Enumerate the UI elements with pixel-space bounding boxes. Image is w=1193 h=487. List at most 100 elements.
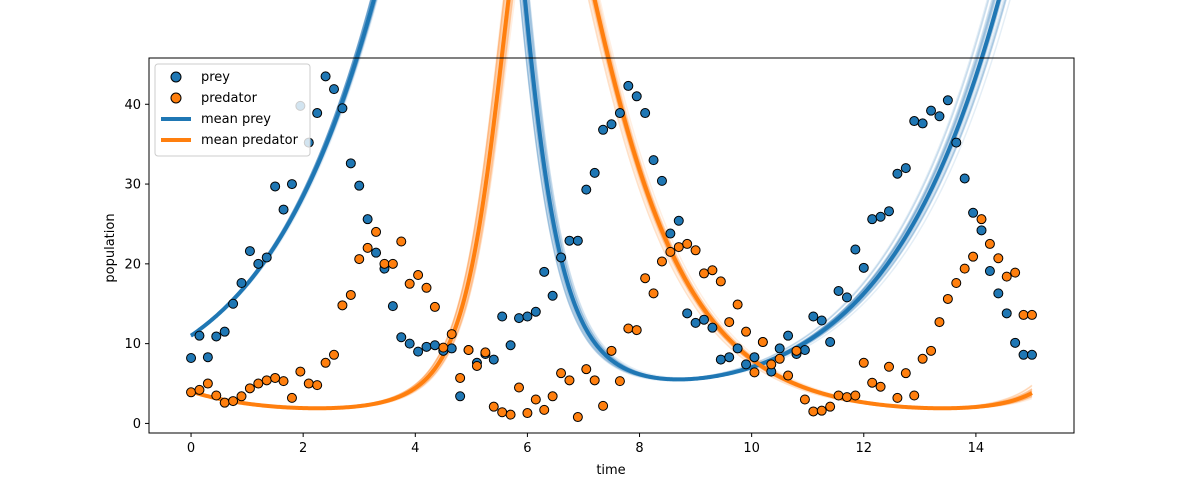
predator-point bbox=[236, 391, 247, 402]
prey-sample-curve bbox=[190, 0, 990, 380]
predator-point bbox=[993, 253, 1004, 264]
prey-point bbox=[858, 262, 869, 273]
predator-point bbox=[673, 242, 684, 253]
predator-point bbox=[371, 226, 382, 237]
predator-point bbox=[379, 258, 390, 269]
prey-point bbox=[387, 301, 398, 312]
prey-sample-curve bbox=[190, 0, 989, 380]
prey-point bbox=[581, 184, 592, 195]
predator-point bbox=[547, 391, 558, 402]
prey-point bbox=[656, 175, 667, 186]
predator-point bbox=[926, 345, 937, 356]
predator-point bbox=[909, 390, 920, 401]
predator-point bbox=[572, 412, 583, 423]
predator-point bbox=[413, 270, 424, 281]
prey-point bbox=[1010, 337, 1021, 348]
predator-point bbox=[303, 378, 314, 389]
prey-point bbox=[530, 306, 541, 317]
prey-point bbox=[993, 288, 1004, 299]
predator-point bbox=[438, 342, 449, 353]
prey-point bbox=[968, 207, 979, 218]
x-tick-label: 8 bbox=[635, 441, 643, 456]
prey-point bbox=[564, 235, 575, 246]
y-tick-label: 0 bbox=[133, 417, 141, 432]
predator-point bbox=[749, 367, 760, 378]
prey-point bbox=[942, 95, 953, 106]
legend: prey predator mean prey mean predator bbox=[154, 63, 311, 157]
axes-layer: 0 2 4 6 8 10 12 14 0 10 20 30 40 bbox=[124, 57, 1075, 456]
predator-point bbox=[976, 214, 987, 225]
predator-point bbox=[917, 353, 928, 364]
prey-point bbox=[976, 225, 987, 236]
predator-point bbox=[320, 357, 331, 368]
predator-point bbox=[884, 361, 894, 372]
predator-point bbox=[581, 364, 592, 375]
prey-point bbox=[917, 118, 928, 129]
x-tick-label: 10 bbox=[743, 441, 760, 456]
predator-point bbox=[665, 246, 676, 257]
x-tick-label: 2 bbox=[299, 441, 307, 456]
predator-point bbox=[968, 251, 979, 262]
prey-point bbox=[816, 315, 827, 326]
prey-point bbox=[867, 214, 878, 225]
predator-point bbox=[463, 345, 474, 356]
prey-point bbox=[253, 258, 264, 269]
predator-point bbox=[942, 293, 953, 304]
prey-point bbox=[446, 343, 457, 354]
prey-point bbox=[799, 345, 810, 356]
predator-point bbox=[345, 289, 356, 300]
predator-point bbox=[522, 408, 533, 419]
prey-point bbox=[547, 290, 558, 301]
predator-point bbox=[337, 300, 348, 311]
prey-point bbox=[345, 158, 356, 169]
prey-point bbox=[497, 311, 508, 322]
predator-point bbox=[951, 278, 962, 288]
predator-point bbox=[656, 256, 667, 267]
x-tick-label: 4 bbox=[411, 441, 419, 456]
predator-point bbox=[783, 370, 794, 381]
predator-point bbox=[648, 288, 659, 299]
predator-point bbox=[774, 353, 785, 364]
y-axis-label: population bbox=[103, 213, 118, 282]
predator-point bbox=[1026, 309, 1037, 320]
prey-point bbox=[270, 181, 281, 192]
prey-point bbox=[371, 247, 382, 258]
predator-point bbox=[295, 366, 306, 377]
prey-point bbox=[261, 252, 272, 263]
prey-point bbox=[614, 108, 625, 119]
prey-point bbox=[505, 340, 516, 351]
predator-point bbox=[194, 384, 205, 395]
y-tick-label: 40 bbox=[124, 98, 141, 113]
predator-point bbox=[556, 368, 567, 379]
prey-point bbox=[741, 359, 752, 370]
predator-point bbox=[261, 375, 272, 386]
predator-point bbox=[900, 368, 911, 379]
prey-point bbox=[186, 353, 197, 363]
predator-point bbox=[219, 397, 230, 408]
predator-point bbox=[707, 265, 718, 276]
predator-point bbox=[724, 317, 735, 328]
prey-point bbox=[404, 338, 415, 349]
predator-point bbox=[959, 263, 970, 274]
prey-point bbox=[514, 313, 524, 324]
prey-point bbox=[219, 326, 230, 337]
prey-point bbox=[690, 317, 701, 328]
predator-point bbox=[934, 317, 945, 328]
prey-point bbox=[884, 206, 894, 217]
axes-frame bbox=[148, 57, 1075, 434]
prey-point bbox=[522, 311, 533, 322]
predator-point bbox=[614, 376, 625, 387]
prey-point bbox=[278, 204, 289, 215]
prey-point bbox=[202, 352, 213, 363]
mean-predator-line bbox=[190, 0, 1033, 411]
prey-point bbox=[413, 346, 424, 357]
prey-point bbox=[429, 340, 440, 351]
prey-point bbox=[1018, 349, 1029, 360]
prey-point bbox=[715, 354, 726, 365]
prey-point bbox=[539, 266, 550, 277]
predator-point bbox=[471, 360, 482, 371]
predator-point bbox=[530, 394, 541, 405]
prey-point bbox=[909, 116, 920, 127]
y-tick-label: 10 bbox=[124, 337, 141, 352]
